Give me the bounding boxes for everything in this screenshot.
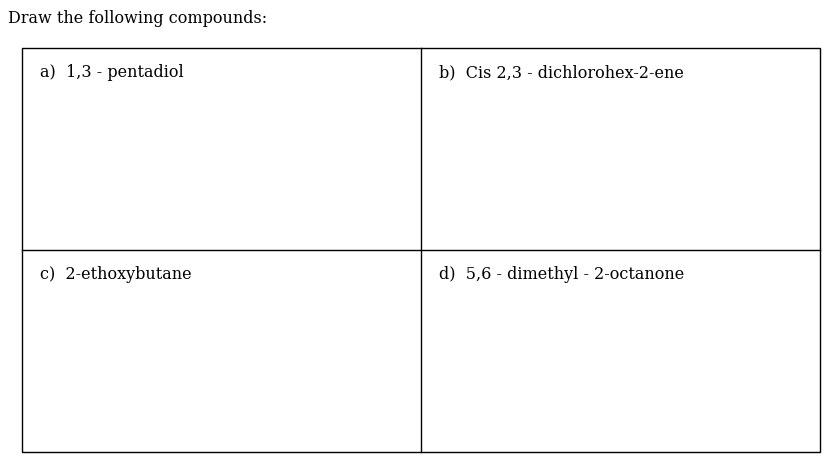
Text: Draw the following compounds:: Draw the following compounds: xyxy=(8,10,267,27)
Text: c)  2-ethoxybutane: c) 2-ethoxybutane xyxy=(40,266,191,283)
Text: a)  1,3 - pentadiol: a) 1,3 - pentadiol xyxy=(40,64,184,81)
Text: d)  5,6 - dimethyl - 2-octanone: d) 5,6 - dimethyl - 2-octanone xyxy=(438,266,684,283)
Text: b)  Cis 2,3 - dichlorohex-2-ene: b) Cis 2,3 - dichlorohex-2-ene xyxy=(438,64,683,81)
Bar xyxy=(22,48,819,452)
